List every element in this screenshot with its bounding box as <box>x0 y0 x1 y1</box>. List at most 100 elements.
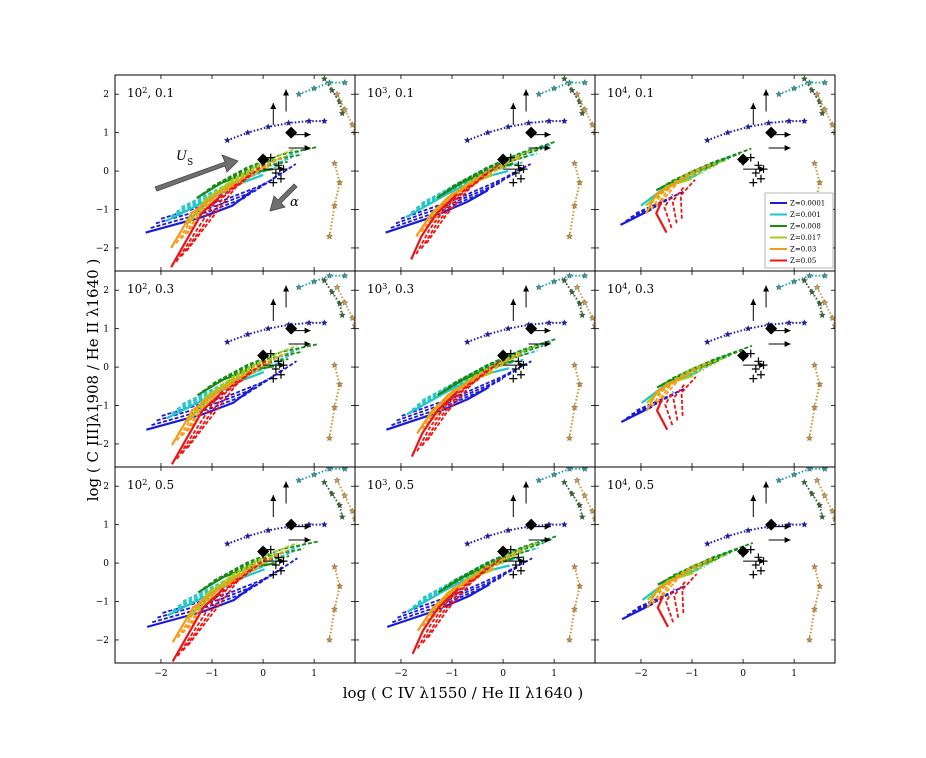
star-marker <box>341 272 349 279</box>
star-track-line <box>563 78 584 114</box>
model-dashed-Z=0.05 <box>673 580 687 618</box>
star-marker <box>550 84 558 92</box>
data-cross <box>746 545 755 554</box>
x-tick-label: 0 <box>260 669 266 679</box>
y-tick-label: 1 <box>103 521 109 531</box>
star-track-line <box>816 93 835 133</box>
star-track-line <box>298 274 345 289</box>
star-marker <box>341 467 349 472</box>
star-marker <box>264 526 272 534</box>
star-track-line <box>298 81 345 96</box>
model-dashed-Z=0.001 <box>181 344 308 406</box>
panel-frame <box>114 466 356 664</box>
star-marker <box>816 501 824 509</box>
model-dashed-Z=0.017 <box>657 559 717 593</box>
arrow-head <box>523 285 530 292</box>
star-marker <box>744 325 752 332</box>
arrow-head <box>784 537 791 544</box>
arrow-head <box>523 481 530 488</box>
star-marker <box>463 540 471 547</box>
star-track-line <box>226 120 325 142</box>
x-tick-label: −1 <box>685 669 698 679</box>
model-dashed-Z=0.008 <box>212 343 318 385</box>
star-track-line <box>706 321 805 344</box>
panel-frame <box>354 466 596 664</box>
star-marker <box>744 123 752 130</box>
arrow-head <box>750 102 757 109</box>
data-cross <box>749 570 758 579</box>
model-dashed-Z=0.017 <box>652 566 706 597</box>
data-diamond <box>285 322 298 335</box>
panel-p9: −2 −1 0 1 104, 0.5 <box>594 466 836 679</box>
star-marker <box>295 476 303 484</box>
star-track-line <box>563 280 584 316</box>
star-marker <box>326 636 333 643</box>
star-marker <box>223 136 231 144</box>
star-marker <box>320 319 328 326</box>
star-marker <box>535 476 543 484</box>
star-marker <box>811 159 818 167</box>
data-diamond <box>525 322 538 335</box>
model-dashed-Z=0.05 <box>417 577 474 649</box>
star-marker <box>724 532 732 540</box>
model-dashed-Z=0.05 <box>175 183 238 263</box>
model-dashed-Z=0.05 <box>663 193 674 229</box>
star-marker <box>571 159 578 167</box>
star-marker <box>310 84 318 92</box>
arrow-head <box>544 341 551 348</box>
data-cross <box>516 370 525 379</box>
model-dashed-Z=0.017 <box>651 368 705 400</box>
star-marker <box>504 123 512 130</box>
model-dashed-Z=0.008 <box>208 547 304 586</box>
observations <box>737 285 791 383</box>
data-diamond <box>497 153 510 166</box>
model-dashed-Z=0.03 <box>661 360 712 400</box>
arrow-head <box>544 145 551 152</box>
model-dashed-Z=0.017 <box>192 559 270 616</box>
star-marker <box>545 319 553 326</box>
plot-area <box>145 75 355 268</box>
star-track-line <box>803 78 824 114</box>
star-marker <box>576 501 584 509</box>
plot-area <box>621 467 835 643</box>
model-dashed-Z=0.03 <box>432 549 523 618</box>
arrow-head <box>270 102 277 109</box>
data-cross <box>754 553 763 562</box>
observations <box>257 285 311 383</box>
model-dashed-Z=0.05 <box>422 567 488 644</box>
star-track-line <box>778 274 825 289</box>
model-dashed-Z=0.05 <box>680 376 697 416</box>
star-marker <box>831 515 835 522</box>
star-marker <box>568 288 576 296</box>
star-marker <box>331 159 338 167</box>
arrow-head <box>304 523 311 530</box>
star-marker <box>560 75 568 82</box>
x-tick-label: 1 <box>551 669 557 679</box>
data-cross <box>756 566 765 575</box>
star-marker <box>811 605 818 613</box>
model-dashed-Z=0.0001 <box>396 369 518 422</box>
arrow-head <box>270 494 277 501</box>
model-dashed-Z=0.008 <box>453 534 558 582</box>
model-dashed-Z=0.0001 <box>397 566 519 619</box>
star-marker <box>336 501 344 509</box>
model-dashed-Z=0.0001 <box>626 596 665 617</box>
star-marker <box>571 605 578 613</box>
panel-label: 104, 0.5 <box>607 478 654 493</box>
data-cross <box>509 374 518 383</box>
model-dashed-Z=0.008 <box>213 540 318 582</box>
arrow-head <box>784 145 791 152</box>
data-diamond <box>497 349 510 362</box>
x-tick-label: 0 <box>500 669 506 679</box>
model-dashed-Z=0.05 <box>681 573 698 614</box>
star-track-line <box>323 78 344 114</box>
star-marker <box>341 492 349 499</box>
data-cross <box>514 553 523 562</box>
y-tick-label: 2 <box>103 286 109 296</box>
star-marker <box>338 109 346 117</box>
star-marker <box>351 322 355 329</box>
panel-label: 103, 0.1 <box>367 86 414 101</box>
data-cross <box>276 566 285 575</box>
model-dashed-Z=0.05 <box>177 577 239 657</box>
model-dashed-Z=0.03 <box>660 163 711 203</box>
